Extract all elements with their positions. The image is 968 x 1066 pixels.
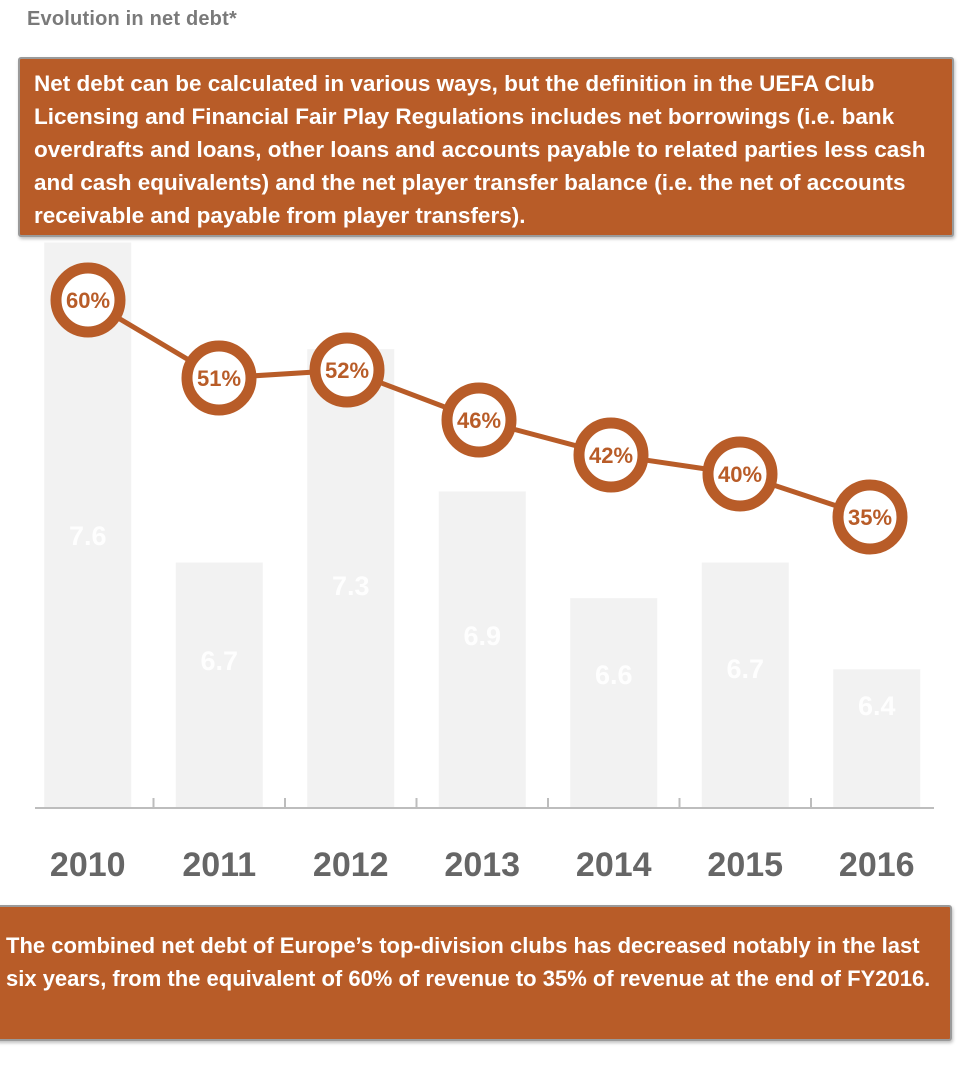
x-tick-label: 2013 <box>444 846 520 884</box>
x-tick-label: 2012 <box>313 846 389 884</box>
summary-note: The combined net debt of Europe’s top-di… <box>0 905 952 1041</box>
bar-2016 <box>833 669 921 808</box>
bar-2015 <box>701 562 789 808</box>
x-tick-label: 2010 <box>50 846 126 884</box>
bar-value-label: 7.3 <box>332 571 370 601</box>
x-tick-label: 2015 <box>707 846 783 884</box>
ratio-point-2010 <box>50 262 126 338</box>
bar-value-label: 6.7 <box>726 654 764 684</box>
ratio-label: 35% <box>848 505 892 530</box>
ratio-point-2013 <box>441 382 517 458</box>
ratio-label: 52% <box>325 358 369 383</box>
ratio-point-2016 <box>832 479 908 555</box>
ratio-label: 40% <box>718 462 762 487</box>
bar-2012 <box>307 349 395 808</box>
bars-group: 7.6 6.7 7.3 6.9 6.6 6.7 6.4 <box>44 242 921 808</box>
ratio-point-2014 <box>573 417 649 493</box>
bar-value-label: 6.9 <box>463 621 501 651</box>
ratio-point-2011 <box>181 340 257 416</box>
x-tick-label: 2011 <box>182 846 256 884</box>
net-debt-chart: 7.66.77.36.96.6 6.76.4 2010 2011 2012 2013 20… <box>35 242 934 884</box>
bar-value-label: 6.7 <box>200 646 238 676</box>
bar-value-label: 6.6 <box>595 660 633 690</box>
ratio-label: 42% <box>589 443 633 468</box>
bar-value-label: 6.4 <box>858 691 896 721</box>
definition-note: Net debt can be calculated in various wa… <box>18 57 954 237</box>
ratio-line-group: 60% 51% 52% 46% 42% 40% 35% <box>50 262 908 555</box>
x-tick-label: 2016 <box>839 846 915 884</box>
chart-title: Evolution in net debt* <box>27 8 237 30</box>
bar-2011 <box>175 562 263 808</box>
bar-2014 <box>570 598 658 808</box>
ratio-label: 60% <box>66 288 110 313</box>
x-axis: 2010 2011 2012 2013 2014 2015 2016 <box>35 798 934 884</box>
ratio-label: 51% <box>197 366 241 391</box>
bar-2013 <box>438 491 526 808</box>
ratio-point-2015 <box>702 436 778 512</box>
ratio-label: 46% <box>457 408 501 433</box>
x-tick-label: 2014 <box>576 846 652 884</box>
ratio-point-2012 <box>309 332 385 408</box>
bar-value-label: 7.6 <box>69 521 107 551</box>
